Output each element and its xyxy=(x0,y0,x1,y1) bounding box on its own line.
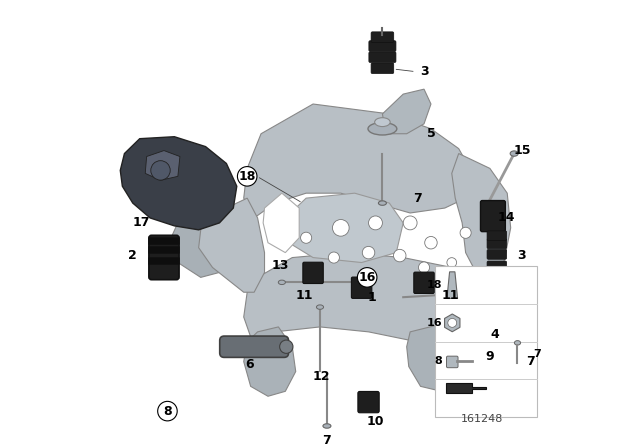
Circle shape xyxy=(425,237,437,249)
FancyBboxPatch shape xyxy=(371,63,394,73)
Text: 12: 12 xyxy=(312,370,330,383)
Ellipse shape xyxy=(515,340,520,345)
FancyBboxPatch shape xyxy=(351,277,372,298)
Ellipse shape xyxy=(278,280,285,284)
Text: 16: 16 xyxy=(427,318,442,328)
Ellipse shape xyxy=(374,118,390,127)
Polygon shape xyxy=(263,193,299,253)
Text: 10: 10 xyxy=(367,414,384,427)
Polygon shape xyxy=(145,151,180,180)
Text: 17: 17 xyxy=(132,216,150,229)
FancyBboxPatch shape xyxy=(487,250,507,259)
Ellipse shape xyxy=(368,123,397,135)
FancyBboxPatch shape xyxy=(414,272,434,293)
Text: 2: 2 xyxy=(129,249,137,262)
Polygon shape xyxy=(383,89,431,134)
Text: 3: 3 xyxy=(420,65,428,78)
Text: 13: 13 xyxy=(271,259,289,272)
Text: 5: 5 xyxy=(427,127,435,140)
Text: 7: 7 xyxy=(525,355,534,368)
Polygon shape xyxy=(287,193,403,263)
Polygon shape xyxy=(120,137,237,230)
Ellipse shape xyxy=(510,151,518,156)
Ellipse shape xyxy=(469,318,483,326)
FancyBboxPatch shape xyxy=(303,262,323,284)
Circle shape xyxy=(280,340,293,353)
Ellipse shape xyxy=(463,321,490,332)
Text: 16: 16 xyxy=(358,271,376,284)
Circle shape xyxy=(237,167,257,186)
Polygon shape xyxy=(445,314,460,332)
Text: 6: 6 xyxy=(245,358,253,371)
FancyBboxPatch shape xyxy=(148,246,179,254)
FancyBboxPatch shape xyxy=(481,201,506,232)
FancyBboxPatch shape xyxy=(449,282,469,303)
FancyBboxPatch shape xyxy=(435,266,538,417)
FancyBboxPatch shape xyxy=(149,235,179,280)
FancyBboxPatch shape xyxy=(148,258,179,265)
Text: 7: 7 xyxy=(533,349,541,359)
FancyBboxPatch shape xyxy=(369,52,396,62)
Text: 18: 18 xyxy=(239,170,256,183)
Polygon shape xyxy=(168,213,227,277)
Polygon shape xyxy=(452,154,511,277)
Circle shape xyxy=(301,232,312,243)
Text: 4: 4 xyxy=(490,328,499,341)
FancyBboxPatch shape xyxy=(371,32,394,43)
Text: 3: 3 xyxy=(516,249,525,262)
FancyBboxPatch shape xyxy=(447,356,458,368)
Text: 9: 9 xyxy=(486,350,494,363)
FancyBboxPatch shape xyxy=(220,336,289,358)
Polygon shape xyxy=(244,327,296,396)
FancyBboxPatch shape xyxy=(358,392,379,413)
FancyBboxPatch shape xyxy=(487,231,507,241)
Text: 14: 14 xyxy=(497,211,515,224)
Ellipse shape xyxy=(323,424,331,428)
FancyBboxPatch shape xyxy=(456,343,475,362)
Circle shape xyxy=(369,216,383,230)
Polygon shape xyxy=(244,104,472,218)
Circle shape xyxy=(357,267,377,287)
Text: 8: 8 xyxy=(435,356,442,366)
Circle shape xyxy=(151,161,170,180)
Circle shape xyxy=(448,319,457,327)
FancyBboxPatch shape xyxy=(148,237,179,245)
FancyBboxPatch shape xyxy=(487,261,507,271)
Ellipse shape xyxy=(378,201,387,205)
Text: 15: 15 xyxy=(514,144,531,157)
FancyBboxPatch shape xyxy=(369,41,396,52)
Polygon shape xyxy=(198,198,264,292)
Circle shape xyxy=(419,262,429,273)
Circle shape xyxy=(333,220,349,236)
Circle shape xyxy=(403,216,417,230)
Circle shape xyxy=(460,227,471,238)
Text: 7: 7 xyxy=(413,192,422,205)
Text: 11: 11 xyxy=(442,289,459,302)
Polygon shape xyxy=(447,272,458,298)
Text: 18: 18 xyxy=(427,280,442,290)
Circle shape xyxy=(328,252,339,263)
Polygon shape xyxy=(244,253,493,342)
Text: 1: 1 xyxy=(367,291,376,304)
Polygon shape xyxy=(445,383,486,393)
Ellipse shape xyxy=(483,290,490,294)
Text: 8: 8 xyxy=(163,405,172,418)
Circle shape xyxy=(157,401,177,421)
Circle shape xyxy=(394,250,406,262)
Circle shape xyxy=(362,246,375,259)
Text: 11: 11 xyxy=(296,289,314,302)
Text: 161248: 161248 xyxy=(461,414,503,424)
FancyBboxPatch shape xyxy=(487,239,507,249)
Text: 7: 7 xyxy=(323,435,332,448)
Ellipse shape xyxy=(316,305,324,309)
Polygon shape xyxy=(406,325,466,391)
Circle shape xyxy=(447,258,456,267)
